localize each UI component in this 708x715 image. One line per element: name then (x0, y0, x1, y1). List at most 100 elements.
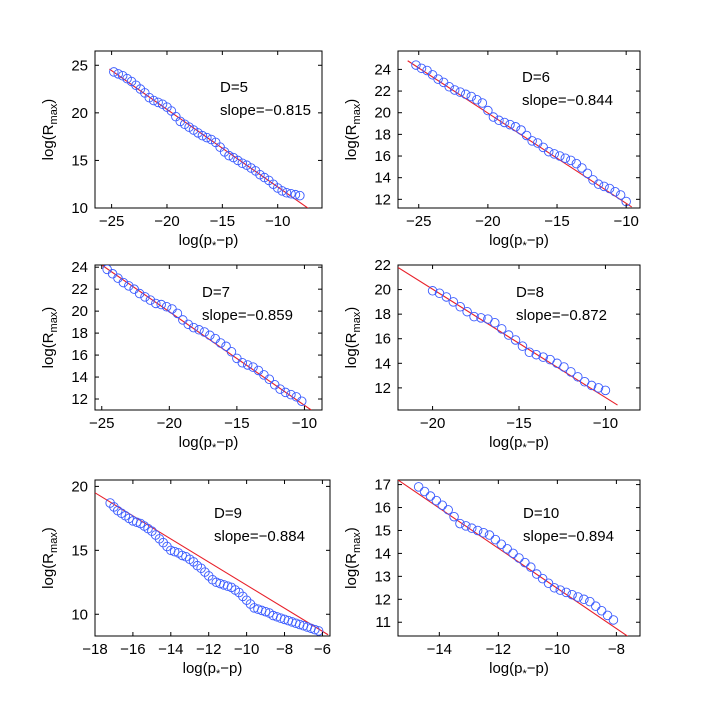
data-point (499, 117, 510, 128)
data-point (476, 313, 486, 323)
data-point (490, 534, 501, 545)
data-point (455, 518, 465, 529)
data-point (286, 389, 296, 400)
data-point (188, 322, 199, 333)
y-axis-label: log(Rmax) (40, 99, 60, 161)
data-point (183, 319, 193, 330)
data-point (520, 557, 530, 568)
data-point (177, 550, 187, 561)
data-point (237, 358, 248, 368)
y-tick-label: 16 (71, 347, 88, 364)
x-tick-label: −15 (506, 415, 531, 432)
y-tick-label: 17 (374, 477, 391, 494)
x-axis-label: log(p*−p) (489, 434, 549, 454)
axes-frame (397, 50, 641, 209)
axes-frame (94, 50, 323, 209)
data-point (508, 548, 518, 559)
y-tick-label: 14 (71, 369, 88, 386)
data-point (277, 186, 287, 196)
y-tick-label: 22 (71, 281, 88, 298)
fit-line (101, 265, 312, 410)
y-tick-label: 20 (71, 303, 88, 320)
data-point (413, 482, 424, 492)
data-point (505, 119, 515, 130)
y-tick-label: 20 (374, 105, 391, 122)
data-point (264, 374, 275, 384)
data-point (151, 298, 161, 309)
data-point (224, 150, 234, 161)
data-point (516, 125, 526, 135)
data-point (593, 383, 604, 393)
fit-line (398, 266, 618, 406)
y-tick-label: 12 (374, 591, 391, 608)
slope-label: slope=−0.894 (523, 528, 614, 545)
x-tick-label: −6 (314, 641, 331, 658)
y-tick-label: 14 (374, 355, 391, 372)
data-point (153, 97, 163, 108)
data-point (449, 85, 460, 95)
data-point (531, 349, 542, 360)
data-point (156, 299, 166, 310)
data-point (517, 341, 528, 351)
x-tick-label: −16 (120, 641, 145, 658)
plot-area (101, 265, 312, 410)
dimension-label: D=5 (220, 79, 248, 96)
x-axis-label: log(p*−p) (489, 660, 549, 680)
y-tick-label: 16 (374, 331, 391, 348)
y-axis-label: log(Rmax) (343, 307, 363, 369)
data-point (109, 67, 119, 77)
data-point (610, 187, 620, 197)
data-point (275, 384, 285, 394)
data-point (113, 69, 124, 79)
data-point (134, 288, 145, 299)
plot-area (95, 492, 329, 636)
fit-line (398, 480, 629, 636)
panel-3: −25 −20 −15 −10 12 14 16 18 20 22 24 log(p*−p) log(R… (40, 259, 323, 454)
data-point (521, 130, 532, 141)
x-tick-label: −14 (158, 641, 183, 658)
data-point (131, 517, 142, 527)
y-tick-label: 10 (71, 606, 88, 623)
data-point (604, 183, 615, 194)
data-point (199, 327, 210, 337)
data-point (526, 562, 536, 572)
y-tick-label: 15 (71, 542, 88, 559)
dimension-label: D=8 (516, 284, 544, 301)
x-tick-label: −20 (157, 415, 182, 432)
data-point (496, 324, 507, 334)
data-point (488, 112, 499, 122)
data-point (443, 505, 453, 515)
data-point (483, 105, 493, 116)
data-point (140, 292, 150, 302)
data-point (221, 341, 231, 352)
x-tick-label: −20 (154, 213, 179, 230)
data-point (469, 311, 479, 322)
data-point (543, 146, 554, 157)
data-point (560, 153, 571, 163)
x-tick-label: −8 (276, 641, 293, 658)
data-point (566, 155, 576, 166)
y-tick-label: 22 (374, 83, 391, 100)
data-point (467, 523, 477, 533)
y-tick-label: 16 (374, 148, 391, 165)
data-point (484, 530, 495, 540)
y-tick-label: 15 (71, 152, 88, 169)
y-tick-label: 12 (374, 380, 391, 397)
data-point (197, 130, 208, 141)
data-point (494, 115, 504, 126)
data-point (448, 297, 459, 307)
data-point (419, 486, 430, 497)
plot-area (398, 480, 629, 636)
data-point (260, 606, 271, 617)
y-tick-label: 15 (374, 522, 391, 539)
data-point (602, 610, 613, 621)
data-point (310, 624, 320, 635)
data-point (472, 525, 483, 536)
data-point (543, 578, 554, 588)
data-point (455, 87, 465, 97)
y-tick-label: 20 (374, 282, 391, 299)
x-tick-label: −15 (210, 213, 235, 230)
y-tick-label: 24 (374, 61, 391, 78)
data-point (531, 569, 542, 579)
data-point (286, 188, 296, 199)
